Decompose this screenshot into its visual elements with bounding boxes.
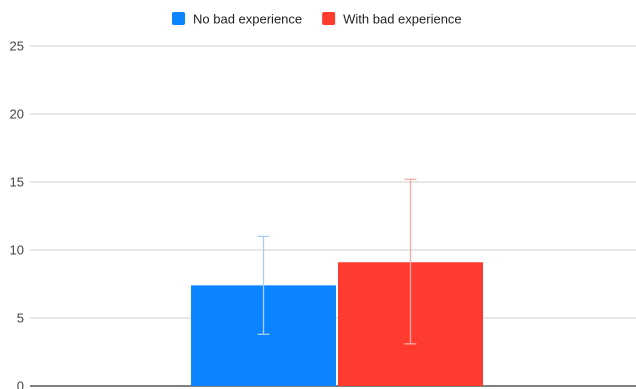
legend-item-series-2[interactable]: With bad experience [322,12,462,27]
y-axis-ticks: 0 5 10 15 20 25 [10,39,24,389]
legend-swatch-icon [322,12,336,25]
y-tick-label-25: 25 [10,39,24,54]
legend-label: No bad experience [193,12,302,27]
error-bar-series-1 [257,235,270,335]
y-tick-label-0: 0 [17,379,24,389]
legend-swatch-icon [172,12,185,25]
bars [191,262,483,386]
error-bar-series-2 [404,178,417,345]
legend-item-series-1[interactable]: No bad experience [172,12,302,27]
y-tick-label-20: 20 [10,107,24,122]
legend[interactable]: No bad experience With bad experience [172,12,462,27]
gridlines [30,45,636,387]
error-bars [257,178,417,345]
y-tick-label-10: 10 [10,243,24,258]
y-tick-label-15: 15 [10,175,24,190]
y-tick-label-5: 5 [17,311,24,326]
legend-label: With bad experience [343,12,462,27]
